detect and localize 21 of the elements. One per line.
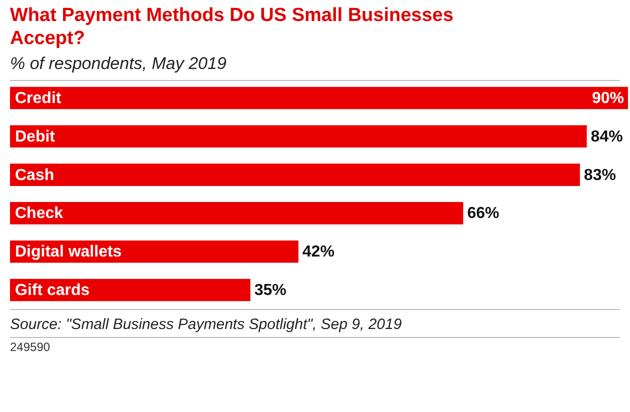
data-label: 84% bbox=[590, 128, 623, 146]
data-label: 42% bbox=[302, 244, 334, 261]
source-note: Source: "Small Business Payments Spotlight", Sep 9, 2019 bbox=[9, 315, 403, 335]
y-tick-label: Digital wallets bbox=[15, 244, 122, 261]
data-label: 90% bbox=[592, 90, 624, 108]
y-tick-label: Check bbox=[15, 205, 64, 222]
data-label: 35% bbox=[254, 282, 286, 299]
data-label: 66% bbox=[467, 205, 500, 222]
text: 249590 bbox=[9, 339, 52, 356]
bar bbox=[10, 164, 580, 186]
bar bbox=[10, 202, 464, 224]
y-tick-label: Cash bbox=[15, 166, 54, 184]
bar bbox=[10, 86, 628, 110]
y-tick-label: Gift cards bbox=[15, 282, 90, 299]
y-tick-label: Credit bbox=[15, 90, 62, 108]
data-label: 83% bbox=[584, 166, 616, 184]
bar bbox=[10, 125, 587, 148]
y-tick-label: Debit bbox=[15, 128, 56, 146]
chart-title: What Payment Methods Do US Small Businesses Accept? bbox=[9, 4, 454, 50]
chart-subtitle: % of respondents, May 2019 bbox=[9, 53, 228, 75]
bar bbox=[10, 278, 250, 302]
